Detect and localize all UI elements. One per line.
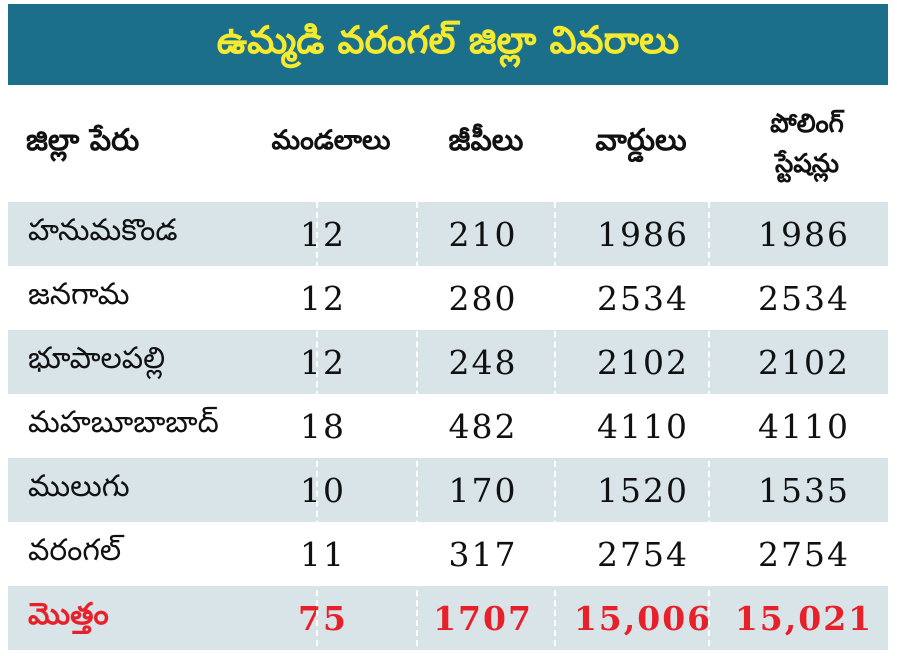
total-row: మొత్తం 75 1707 15,006 15,021 [8, 586, 888, 650]
total-label: మొత్తం [28, 597, 109, 632]
district-name: జనగామ [28, 277, 130, 312]
header-mandals: మండలాలు [271, 124, 391, 156]
table-row: ములుగు 10 170 1520 1535 [8, 458, 888, 522]
wards-value: 2754 [597, 534, 689, 574]
wards-value: 1986 [597, 214, 689, 254]
total-mandals-value: 75 [298, 598, 348, 638]
gps-value: 482 [448, 406, 518, 446]
header-polling-line2: స్టేషన్లు [774, 148, 840, 179]
polling-value: 2102 [758, 342, 850, 382]
table-row: జనగామ 12 280 2534 2534 [8, 266, 888, 330]
gps-value: 170 [448, 470, 518, 510]
table-row: వరంగల్ 11 317 2754 2754 [8, 522, 888, 586]
polling-value: 1986 [758, 214, 850, 254]
table-header: జిల్లా పేరు మండలాలు జీపీలు వార్డులు పోలి… [8, 85, 888, 202]
table-row: హనుమకొండ 12 210 1986 1986 [8, 202, 888, 266]
mandals-value: 10 [300, 470, 346, 510]
table-row: భూపాలపల్లి 12 248 2102 2102 [8, 330, 888, 394]
column-divider [708, 202, 710, 656]
mandals-value: 11 [300, 534, 346, 574]
wards-value: 2534 [597, 278, 689, 318]
wards-value: 1520 [597, 470, 689, 510]
mandals-value: 12 [300, 278, 346, 318]
header-district-name: జిల్లా పేరు [26, 122, 140, 158]
mandals-value: 12 [300, 214, 346, 254]
total-gps-value: 1707 [433, 598, 533, 638]
page-title: ఉమ్మడి వరంగల్ జిల్లా వివరాలు [216, 17, 680, 62]
gps-value: 280 [448, 278, 518, 318]
district-name: హనుమకొండ [28, 213, 178, 248]
total-polling-value: 15,021 [734, 598, 874, 638]
gps-value: 317 [448, 534, 518, 574]
district-name: వరంగల్ [28, 533, 122, 568]
title-banner: ఉమ్మడి వరంగల్ జిల్లా వివరాలు [8, 4, 888, 85]
table-row: మహబూబాబాద్ 18 482 4110 4110 [8, 394, 888, 458]
header-wards: వార్డులు [595, 122, 687, 158]
district-name: ములుగు [28, 469, 130, 504]
district-name: మహబూబాబాద్ [28, 405, 219, 440]
header-polling-line1: పోలింగ్ [770, 108, 844, 139]
wards-value: 2102 [597, 342, 689, 382]
polling-value: 4110 [758, 406, 850, 446]
wards-value: 4110 [597, 406, 689, 446]
mandals-value: 18 [300, 406, 346, 446]
header-gram-panchayats: జీపీలు [448, 122, 524, 158]
header-polling-stations: పోలింగ్ స్టేషన్లు [726, 85, 888, 202]
column-divider [416, 202, 418, 656]
column-divider [316, 202, 318, 656]
polling-value: 1535 [758, 470, 850, 510]
column-divider [554, 202, 556, 656]
total-wards-value: 15,006 [573, 598, 713, 638]
mandals-value: 12 [300, 342, 346, 382]
district-name: భూపాలపల్లి [28, 341, 166, 376]
gps-value: 210 [448, 214, 518, 254]
polling-value: 2754 [758, 534, 850, 574]
gps-value: 248 [448, 342, 518, 382]
polling-value: 2534 [758, 278, 850, 318]
